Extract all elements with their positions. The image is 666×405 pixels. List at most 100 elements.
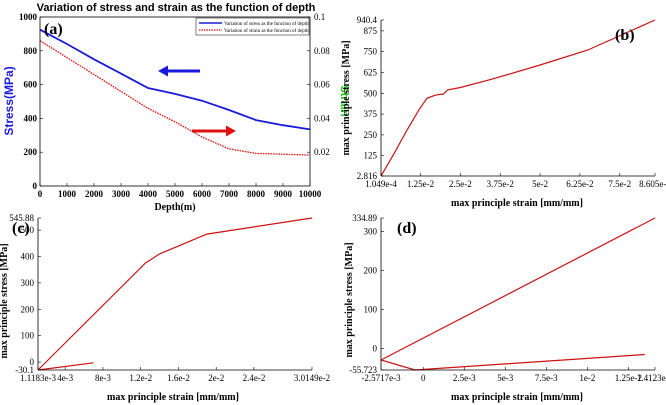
legend-strain-label: Variation of strain as the function of d… xyxy=(224,29,309,34)
y-tick-label: 625 xyxy=(364,67,378,77)
x-tick-label: 1.25e-2 xyxy=(615,373,642,383)
stress-series-line xyxy=(39,28,311,131)
y-tick-label: 545.88 xyxy=(9,213,34,223)
x-tick-label: 2.4e-2 xyxy=(243,373,266,383)
panel-d-ylabel: max principle stress [MPa] xyxy=(344,242,355,357)
y-tick-label: 400 xyxy=(24,113,38,123)
panel-d: -2.5717e-3 0 2.5e-3 5e-3 7.5e-3 1e-2 1.25e-21.… xyxy=(344,213,666,403)
x-tick-label: 7.5e-2 xyxy=(608,179,631,189)
y-tick-label: 0 xyxy=(373,343,378,353)
x-tick-label: 9000 xyxy=(274,189,293,199)
x-tick-label: 1.6e-2 xyxy=(167,373,190,383)
x-tick-label: 2.5e-2 xyxy=(449,179,472,189)
y-tick-label: 750 xyxy=(364,47,378,57)
x-tick-label: 1.25e-2 xyxy=(407,179,434,189)
y2-tick-label: 0.04 xyxy=(314,113,330,123)
x-tick-label: 6000 xyxy=(193,189,212,199)
x-tick-label: 5e-3 xyxy=(497,373,513,383)
panel-b-xlabel: max principle strain [mm/mm] xyxy=(451,198,583,209)
x-tick-label: 10000 xyxy=(299,189,322,199)
y-tick-label: 375 xyxy=(364,109,378,119)
x-tick-label: 5e-2 xyxy=(532,179,548,189)
y2-tick-label: 0.08 xyxy=(314,46,330,56)
x-tick-label: 0 xyxy=(38,189,43,199)
panel-b-label: (b) xyxy=(615,27,635,44)
y-tick-label: 100 xyxy=(364,304,378,314)
y-tick-label: 250 xyxy=(364,130,378,140)
x-tick-label: 1.4123e-2 xyxy=(637,373,666,383)
stress-arrow xyxy=(158,65,200,77)
x-tick-label: -2.5717e-3 xyxy=(361,373,401,383)
panel-a-label: (a) xyxy=(44,21,63,38)
x-tick-label: 1.049e-4 xyxy=(365,179,397,189)
x-tick-label: 7000 xyxy=(220,189,239,199)
y-tick-label: 100 xyxy=(21,331,35,341)
y-tick-label: 875 xyxy=(364,26,378,36)
x-tick-label: 5000 xyxy=(166,189,185,199)
panel-a-y2label: Strain xyxy=(338,85,350,116)
x-tick-label: 4000 xyxy=(139,189,158,199)
panel-a-xlabel: Depth(m) xyxy=(154,202,195,213)
panel-d-xlabel: max principle strain [mm/mm] xyxy=(451,392,583,403)
y-tick-label: 400 xyxy=(21,251,35,261)
x-tick-label: 3.0149e-2 xyxy=(294,373,330,383)
y-tick-label: 1000 xyxy=(19,12,38,22)
y-tick-label: 300 xyxy=(21,278,35,288)
y-tick-label: 2.816 xyxy=(357,171,378,181)
y2-tick-label: 0.06 xyxy=(314,80,330,90)
panel-a: Variation of stress and strain as the fu… xyxy=(2,2,350,213)
x-tick-label: 1.1183e-3 xyxy=(20,373,56,383)
x-tick-label: 2000 xyxy=(85,189,104,199)
panel-c: 1.1183e-3 4e-3 8e-3 1.2e-2 1.6e-2 2e-2 2.4e-2 3… xyxy=(0,213,330,403)
y-tick-label: 300 xyxy=(364,227,378,237)
panel-c-ylabel: max principle stress [MPa] xyxy=(0,243,10,358)
panel-a-legend: Variation of stress as the function of d… xyxy=(195,17,310,36)
y-tick-label: 600 xyxy=(24,80,38,90)
x-tick-label: 3000 xyxy=(112,189,131,199)
x-tick-label: 6.25e-2 xyxy=(566,179,593,189)
strain-arrow xyxy=(192,125,236,137)
strain-series-line xyxy=(39,40,311,156)
y2-tick-label: 0.02 xyxy=(314,147,330,157)
x-tick-label: 2e-2 xyxy=(208,373,224,383)
x-tick-label: 3.75e-2 xyxy=(487,179,514,189)
y-tick-label: 500 xyxy=(364,88,378,98)
y-tick-label: 500 xyxy=(21,225,35,235)
x-tick-label: 7.5e-3 xyxy=(535,373,558,383)
y-tick-label: 800 xyxy=(24,46,38,56)
x-tick-label: 8e-3 xyxy=(95,373,111,383)
y-tick-label: 200 xyxy=(21,304,35,314)
panel-c-xlabel: max principle strain [mm/mm] xyxy=(107,392,239,403)
x-tick-label: 8.605e-2 xyxy=(639,179,666,189)
y-tick-label: 125 xyxy=(364,151,378,161)
x-tick-label: 1e-2 xyxy=(579,373,595,383)
y-tick-label: 940.4 xyxy=(357,15,378,25)
series-line-1 xyxy=(37,217,313,371)
y-tick-label: 200 xyxy=(364,265,378,275)
series-line-2 xyxy=(37,362,94,371)
y-tick-label: -30.1 xyxy=(15,365,34,375)
y2-tick-label: 0.1 xyxy=(314,12,325,22)
y-tick-label: 200 xyxy=(24,147,38,157)
panel-a-ylabel: Stress(MPa) xyxy=(2,66,16,135)
y-tick-label: 0 xyxy=(33,181,38,191)
panel-a-title: Variation of stress and strain as the fu… xyxy=(37,2,316,14)
y-tick-label: 0 xyxy=(30,357,35,367)
panel-b-ylabel: max principle stress [MPa] xyxy=(341,40,352,155)
panel-a-axes-box xyxy=(39,16,311,187)
panel-d-label: (d) xyxy=(397,220,417,237)
panel-c-label: (c) xyxy=(12,220,30,237)
legend-stress-label: Variation of stress as the function of d… xyxy=(224,22,309,27)
x-tick-label: 8000 xyxy=(247,189,266,199)
x-tick-label: 0 xyxy=(421,373,426,383)
panel-b: 1.049e-4 1.25e-2 2.5e-2 3.75e-2 5e-2 6.25e-2 7… xyxy=(341,15,666,209)
x-tick-label: 1.2e-2 xyxy=(129,373,152,383)
series-line-1 xyxy=(380,217,656,361)
x-tick-label: 2.5e-3 xyxy=(453,373,476,383)
y-tick-label: 334.89 xyxy=(352,213,377,223)
series-line-1 xyxy=(380,19,656,177)
x-tick-label: 4e-3 xyxy=(57,373,73,383)
y-tick-label: -55.723 xyxy=(349,365,377,375)
x-tick-label: 1000 xyxy=(58,189,77,199)
